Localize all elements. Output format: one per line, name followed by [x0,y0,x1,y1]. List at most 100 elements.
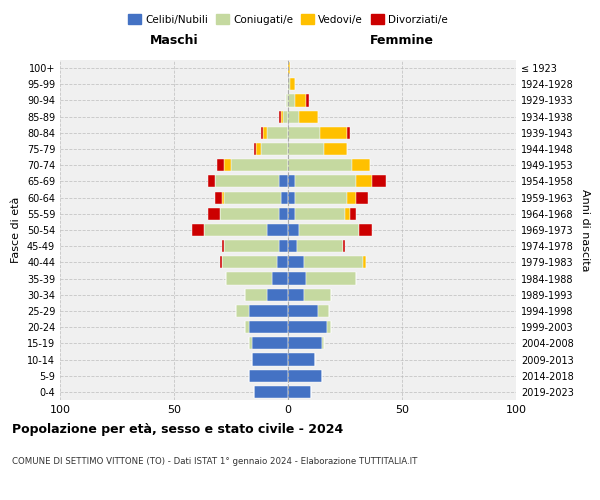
Y-axis label: Fasce di età: Fasce di età [11,197,21,263]
Bar [260,127,263,139]
Bar [288,354,316,366]
Bar [192,224,203,236]
Bar [249,370,288,382]
Bar [215,192,222,203]
Bar [288,78,290,90]
Bar [288,370,322,382]
Bar [208,208,220,220]
Bar [295,176,356,188]
Bar [260,143,288,155]
Bar [272,272,288,284]
Bar [251,354,288,366]
Bar [224,240,279,252]
Bar [268,224,288,236]
Bar [295,94,306,106]
Bar [306,94,308,106]
Bar [299,224,359,236]
Bar [350,208,356,220]
Bar [208,176,215,188]
Bar [286,94,288,106]
Bar [288,159,352,172]
Bar [277,256,288,268]
Bar [268,288,288,301]
Bar [281,192,288,203]
Bar [322,338,325,349]
Bar [343,240,345,252]
Bar [288,127,320,139]
Bar [288,272,306,284]
Bar [345,208,350,220]
Bar [359,224,373,236]
Bar [295,208,345,220]
Bar [288,288,304,301]
Bar [347,127,350,139]
Bar [254,386,288,398]
Bar [224,159,231,172]
Bar [279,240,288,252]
Bar [306,272,356,284]
Bar [304,256,363,268]
Bar [288,176,295,188]
Bar [288,192,295,203]
Legend: Celibi/Nubili, Coniugati/e, Vedovi/e, Divorziati/e: Celibi/Nubili, Coniugati/e, Vedovi/e, Di… [124,10,452,29]
Bar [203,224,268,236]
Bar [288,224,299,236]
Bar [245,288,268,301]
Text: COMUNE DI SETTIMO VITTONE (TO) - Dati ISTAT 1° gennaio 2024 - Elaborazione TUTTI: COMUNE DI SETTIMO VITTONE (TO) - Dati IS… [12,458,418,466]
Bar [288,256,304,268]
Bar [288,143,325,155]
Bar [320,127,347,139]
Bar [279,176,288,188]
Y-axis label: Anni di nascita: Anni di nascita [580,188,590,271]
Bar [231,159,288,172]
Bar [297,240,343,252]
Bar [288,94,295,106]
Bar [288,305,317,317]
Bar [347,192,356,203]
Bar [317,305,329,317]
Bar [220,208,279,220]
Bar [249,321,288,333]
Bar [288,386,311,398]
Bar [279,110,281,122]
Bar [236,305,249,317]
Bar [251,338,288,349]
Text: Popolazione per età, sesso e stato civile - 2024: Popolazione per età, sesso e stato civil… [12,422,343,436]
Bar [263,127,268,139]
Bar [356,176,373,188]
Bar [352,159,370,172]
Text: Maschi: Maschi [149,34,199,47]
Bar [222,192,224,203]
Bar [288,110,299,122]
Bar [249,338,251,349]
Bar [249,305,288,317]
Bar [268,127,288,139]
Bar [283,110,288,122]
Bar [304,288,331,301]
Bar [256,143,260,155]
Text: Femmine: Femmine [370,34,434,47]
Bar [327,321,331,333]
Bar [215,176,279,188]
Bar [288,62,290,74]
Bar [222,240,224,252]
Bar [279,208,288,220]
Bar [281,110,283,122]
Bar [325,143,347,155]
Bar [288,240,297,252]
Bar [217,159,224,172]
Bar [363,256,365,268]
Bar [373,176,386,188]
Bar [254,143,256,155]
Bar [224,192,281,203]
Bar [245,321,249,333]
Bar [288,338,322,349]
Bar [356,192,368,203]
Bar [288,321,327,333]
Bar [226,272,272,284]
Bar [288,208,295,220]
Bar [295,192,347,203]
Bar [299,110,317,122]
Bar [220,256,222,268]
Bar [222,256,277,268]
